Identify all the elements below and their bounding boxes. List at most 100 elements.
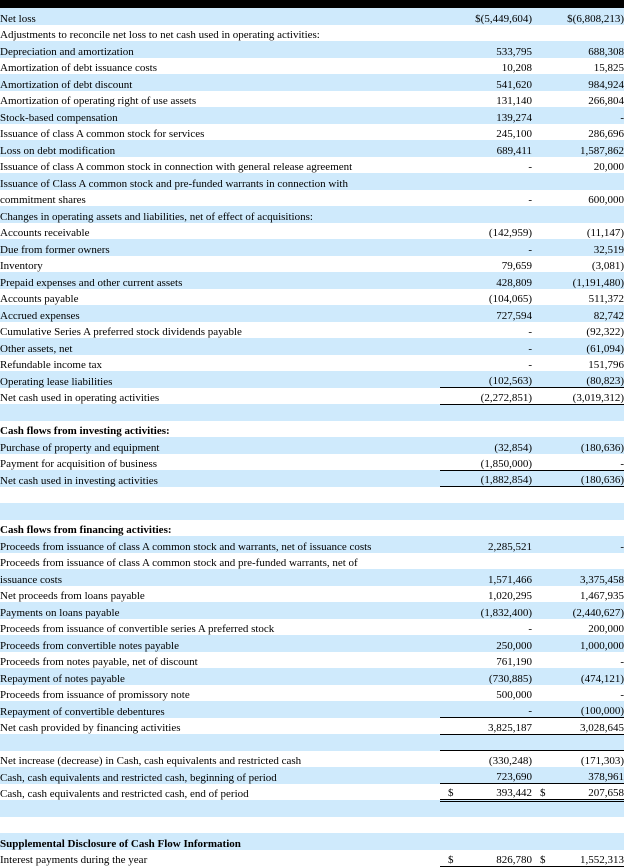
row-value-col1: $(5,449,604) — [440, 8, 532, 25]
table-row — [0, 734, 624, 751]
row-value-col2: - — [532, 453, 624, 471]
table-row: Cumulative Series A preferred stock divi… — [0, 321, 624, 338]
row-value-col2: 378,961 — [532, 767, 624, 784]
cash-flow-statement-sheet: Net loss $(5,449,604) $(6,808,213) Adjustme… — [0, 8, 624, 867]
row-label: Net cash used in operating activities — [0, 387, 440, 404]
row-value-col2 — [532, 24, 624, 41]
row-value-col1: (2,272,851) — [440, 387, 532, 405]
row-value-col2 — [532, 833, 624, 850]
table-row: Changes in operating assets and liabilit… — [0, 206, 624, 223]
table-row: Payments on loans payable (1,832,400) (2,4… — [0, 602, 624, 619]
table-row — [0, 800, 624, 817]
row-value-col2: 3,028,645 — [532, 717, 624, 735]
row-label: Proceeds from issuance of convertible se… — [0, 618, 440, 635]
row-label: Accrued expenses — [0, 305, 440, 322]
row-value-col2: (3,019,312) — [532, 387, 624, 405]
row-label: Issuance of class A common stock in conn… — [0, 156, 440, 173]
row-label: Accounts payable — [0, 288, 440, 305]
table-row — [0, 503, 624, 520]
row-label: Amortization of debt issuance costs — [0, 57, 440, 74]
table-row: issuance costs 1,571,466 3,375,458 — [0, 569, 624, 586]
currency-symbol: $ — [448, 786, 454, 799]
row-label: Due from former owners — [0, 239, 440, 256]
row-value-col2: $1,552,313 — [532, 849, 624, 867]
row-value-col2: (3,081) — [532, 255, 624, 272]
row-value-col1 — [440, 552, 532, 569]
row-value-col2: (100,000) — [532, 701, 624, 718]
row-label: Amortization of debt discount — [0, 74, 440, 91]
row-value-col2 — [532, 173, 624, 190]
row-value-col1: 2,285,521 — [440, 536, 532, 553]
row-label: Payments on loans payable — [0, 602, 440, 619]
row-value-col2: (180,636) — [532, 437, 624, 454]
row-value-col1: - — [440, 239, 532, 256]
row-value-col2 — [532, 420, 624, 437]
row-label: Interest payments during the year — [0, 849, 440, 866]
table-row — [0, 486, 624, 503]
table-row: commitment shares -600,000 — [0, 189, 624, 206]
row-label: Net increase (decrease) in Cash, cash eq… — [0, 750, 440, 767]
row-value-col2: 1,000,000 — [532, 635, 624, 652]
row-value-col2: 1,467,935 — [532, 585, 624, 602]
row-value-col1 — [440, 404, 532, 421]
row-value-col1 — [440, 486, 532, 503]
row-label: Other assets, net — [0, 338, 440, 355]
row-value-col2: (11,147) — [532, 222, 624, 239]
row-value-col2: 82,742 — [532, 305, 624, 322]
table-row: Issuance of Class A common stock and pre… — [0, 173, 624, 190]
row-value-col2: (180,636) — [532, 470, 624, 487]
row-label — [0, 503, 440, 520]
row-value-col1: 250,000 — [440, 635, 532, 652]
row-value-col2 — [532, 734, 624, 751]
row-value-col1: 3,825,187 — [440, 717, 532, 735]
row-value-col1: 131,140 — [440, 90, 532, 107]
row-label: Cash, cash equivalents and restricted ca… — [0, 767, 440, 784]
row-value-col1: 1,020,295 — [440, 585, 532, 602]
row-value-col2 — [532, 206, 624, 223]
row-value-col1 — [440, 519, 532, 536]
table-row: Proceeds from issuance of convertible se… — [0, 618, 624, 635]
row-value-col1: (730,885) — [440, 668, 532, 685]
row-value-col1: 428,809 — [440, 272, 532, 289]
row-value-col2: (1,191,480) — [532, 272, 624, 289]
table-row: Purchase of property and equipment (32,85… — [0, 437, 624, 454]
cash-flow-table: Net loss $(5,449,604) $(6,808,213) Adjustme… — [0, 8, 624, 867]
row-value-col2: (474,121) — [532, 668, 624, 685]
table-row: Operating lease liabilities (102,563) (80,… — [0, 371, 624, 388]
row-value-col1: (32,854) — [440, 437, 532, 454]
row-value-col2 — [532, 503, 624, 520]
table-row: Cash, cash equivalents and restricted ca… — [0, 783, 624, 802]
row-value-col1: - — [440, 701, 532, 718]
row-value-col1 — [440, 173, 532, 190]
row-value-col1: - — [440, 618, 532, 635]
table-row: Net loss $(5,449,604) $(6,808,213) — [0, 8, 624, 25]
row-value-col1: - — [440, 321, 532, 338]
row-label: Cash flows from financing activities: — [0, 519, 440, 536]
row-value-col1: 79,659 — [440, 255, 532, 272]
row-label: Stock-based compensation — [0, 107, 440, 124]
currency-symbol: $ — [540, 853, 546, 866]
row-value-col1 — [440, 206, 532, 223]
row-label: Purchase of property and equipment — [0, 437, 440, 454]
table-row: Amortization of debt issuance costs 10,20… — [0, 57, 624, 74]
table-row: Amortization of operating right of use a… — [0, 90, 624, 107]
row-label: Refundable income tax — [0, 354, 440, 371]
table-row: Adjustments to reconcile net loss to net… — [0, 24, 624, 41]
row-value-col1 — [440, 816, 532, 833]
table-row: Repayment of convertible debentures - (100… — [0, 701, 624, 718]
row-label: Payment for acquisition of business — [0, 453, 440, 470]
row-value-col2 — [532, 519, 624, 536]
currency-symbol: $ — [540, 786, 546, 799]
row-label: Accounts receivable — [0, 222, 440, 239]
table-row: Proceeds from convertible notes payable 2… — [0, 635, 624, 652]
row-value-col1: - — [440, 156, 532, 173]
table-row: Payment for acquisition of business (1,85… — [0, 453, 624, 471]
row-value-col2: - — [532, 684, 624, 701]
row-label — [0, 404, 440, 421]
row-value-col1: 723,690 — [440, 767, 532, 784]
row-value-text: 393,442 — [496, 786, 532, 799]
row-label: Repayment of convertible debentures — [0, 701, 440, 718]
row-value-col2: 688,308 — [532, 41, 624, 58]
row-label: Loss on debt modification — [0, 140, 440, 157]
row-value-col2 — [532, 816, 624, 833]
